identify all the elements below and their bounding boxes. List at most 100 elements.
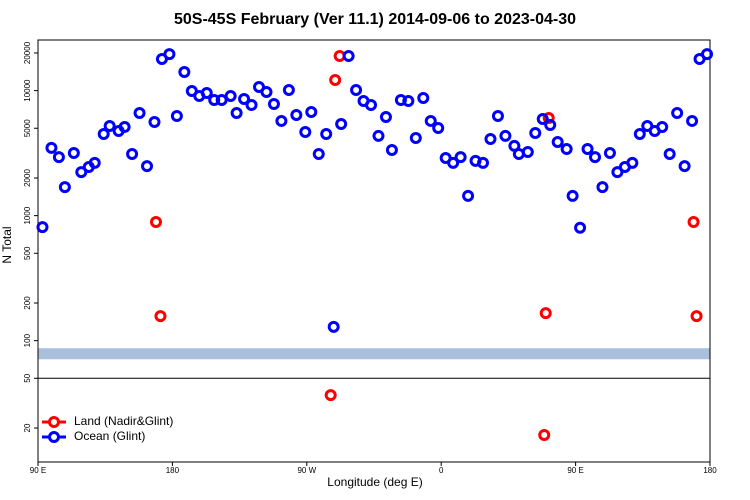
data-point <box>372 129 385 142</box>
data-point <box>126 148 139 161</box>
data-point <box>163 48 176 61</box>
data-point <box>551 136 564 149</box>
data-point <box>529 127 542 140</box>
data-point <box>574 221 587 234</box>
data-point <box>477 156 490 169</box>
y-tick-label: 10000 <box>23 79 32 102</box>
data-point <box>267 97 280 110</box>
data-point <box>379 111 392 124</box>
data-point <box>149 215 162 228</box>
data-point <box>103 120 116 133</box>
y-tick-label: 2000 <box>23 169 32 187</box>
legend-label: Land (Nadir&Glint) <box>74 414 173 428</box>
data-point <box>350 83 363 96</box>
data-point <box>499 129 512 142</box>
data-point <box>208 94 221 107</box>
data-point <box>417 91 430 104</box>
shaded-band <box>38 348 710 360</box>
data-point <box>312 148 325 161</box>
legend-label: Ocean (Glint) <box>74 429 145 443</box>
data-point <box>539 307 552 320</box>
data-point <box>484 133 497 146</box>
data-point <box>671 107 684 120</box>
data-point <box>656 120 669 133</box>
data-point <box>245 99 258 112</box>
data-point <box>52 151 65 164</box>
data-point <box>542 111 555 124</box>
data-point <box>385 143 398 156</box>
data-point <box>97 127 110 140</box>
data-point <box>342 49 355 62</box>
data-point <box>238 92 251 105</box>
data-point <box>626 156 639 169</box>
data-point <box>402 94 415 107</box>
y-tick-label: 100 <box>23 333 32 347</box>
data-point <box>538 428 551 441</box>
x-tick-label: 90 E <box>30 466 46 475</box>
data-point <box>178 65 191 78</box>
data-point <box>581 143 594 156</box>
data-point <box>329 73 342 86</box>
y-tick-label: 5000 <box>23 119 32 137</box>
data-point <box>678 160 691 173</box>
data-point <box>282 83 295 96</box>
data-point <box>536 112 549 125</box>
plot-frame <box>37 39 711 463</box>
data-point <box>170 109 183 122</box>
data-point <box>148 115 161 128</box>
data-point <box>58 181 71 194</box>
data-point <box>67 146 80 159</box>
data-point <box>275 114 288 127</box>
x-axis-label: Longitude (deg E) <box>327 475 422 489</box>
data-point <box>45 141 58 154</box>
data-point <box>596 181 609 194</box>
y-tick-label: 200 <box>23 296 32 310</box>
data-point <box>224 89 237 102</box>
y-tick-label: 500 <box>23 246 32 260</box>
data-point <box>589 151 602 164</box>
y-tick-label: 20000 <box>23 41 32 64</box>
x-tick-label: 180 <box>703 466 717 475</box>
data-point <box>521 145 534 158</box>
data-point <box>454 151 467 164</box>
data-point <box>305 105 318 118</box>
data-point <box>154 310 167 323</box>
y-tick-label: 20 <box>23 423 32 432</box>
data-point <box>686 114 699 127</box>
chart-title: 50S-45S February (Ver 11.1) 2014-09-06 t… <box>174 11 576 28</box>
x-tick-label: 180 <box>166 466 180 475</box>
data-point <box>299 125 312 138</box>
legend-marker <box>48 431 60 443</box>
y-axis-label: N Total <box>0 226 14 263</box>
data-point <box>544 118 557 131</box>
data-point <box>560 143 573 156</box>
data-point <box>230 107 243 120</box>
data-point <box>320 127 333 140</box>
data-point <box>687 215 700 228</box>
data-point <box>566 189 579 202</box>
data-point <box>88 156 101 169</box>
data-point <box>200 86 213 99</box>
data-point <box>290 109 303 122</box>
data-point <box>133 107 146 120</box>
x-tick-label: 90 E <box>567 466 583 475</box>
data-point <box>324 389 337 402</box>
data-point <box>424 114 437 127</box>
legend-marker <box>48 416 60 428</box>
data-point <box>409 131 422 144</box>
data-point <box>260 85 273 98</box>
data-point <box>701 48 714 61</box>
data-point <box>447 156 460 169</box>
data-point <box>491 109 504 122</box>
data-point <box>690 310 703 323</box>
x-tick-label: 90 W <box>297 466 316 475</box>
data-point <box>141 160 154 173</box>
data-point <box>462 189 475 202</box>
data-point <box>36 221 49 234</box>
y-tick-label: 1000 <box>23 206 32 224</box>
data-point <box>432 122 445 135</box>
data-point <box>215 94 228 107</box>
data-point <box>633 127 646 140</box>
data-point <box>335 117 348 130</box>
